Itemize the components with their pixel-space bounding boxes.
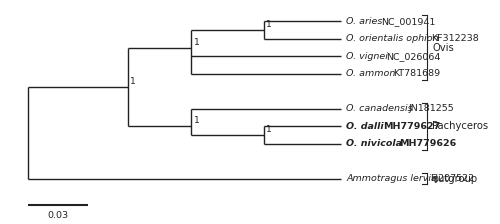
Text: NC_026064: NC_026064 xyxy=(386,52,440,61)
Text: O. dalli: O. dalli xyxy=(346,122,387,131)
Text: FJ207522: FJ207522 xyxy=(430,174,474,183)
Text: NC_001941: NC_001941 xyxy=(382,17,436,26)
Text: KT781689: KT781689 xyxy=(393,69,440,78)
Text: 1: 1 xyxy=(194,116,200,125)
Text: 1: 1 xyxy=(266,20,272,29)
Text: MH779626: MH779626 xyxy=(399,139,456,148)
Text: O. aries: O. aries xyxy=(346,17,386,26)
Text: O. nivicola: O. nivicola xyxy=(346,139,406,148)
Text: JN181255: JN181255 xyxy=(408,104,454,113)
Text: Ammotragus lervia: Ammotragus lervia xyxy=(346,174,440,183)
Text: O. ammon: O. ammon xyxy=(346,69,399,78)
Text: 1: 1 xyxy=(194,38,200,47)
Text: 1: 1 xyxy=(130,77,136,86)
Text: O. vignei: O. vignei xyxy=(346,52,391,61)
Text: Pachyceros: Pachyceros xyxy=(432,121,488,131)
Text: KF312238: KF312238 xyxy=(431,34,479,43)
Text: O. canadensis: O. canadensis xyxy=(346,104,416,113)
Text: Ovis: Ovis xyxy=(432,43,454,52)
Text: O. orientalis ophion: O. orientalis ophion xyxy=(346,34,442,43)
Text: outgroup: outgroup xyxy=(432,174,478,184)
Text: 0.03: 0.03 xyxy=(48,211,69,220)
Text: 1: 1 xyxy=(266,125,272,134)
Text: MH779627: MH779627 xyxy=(382,122,440,131)
